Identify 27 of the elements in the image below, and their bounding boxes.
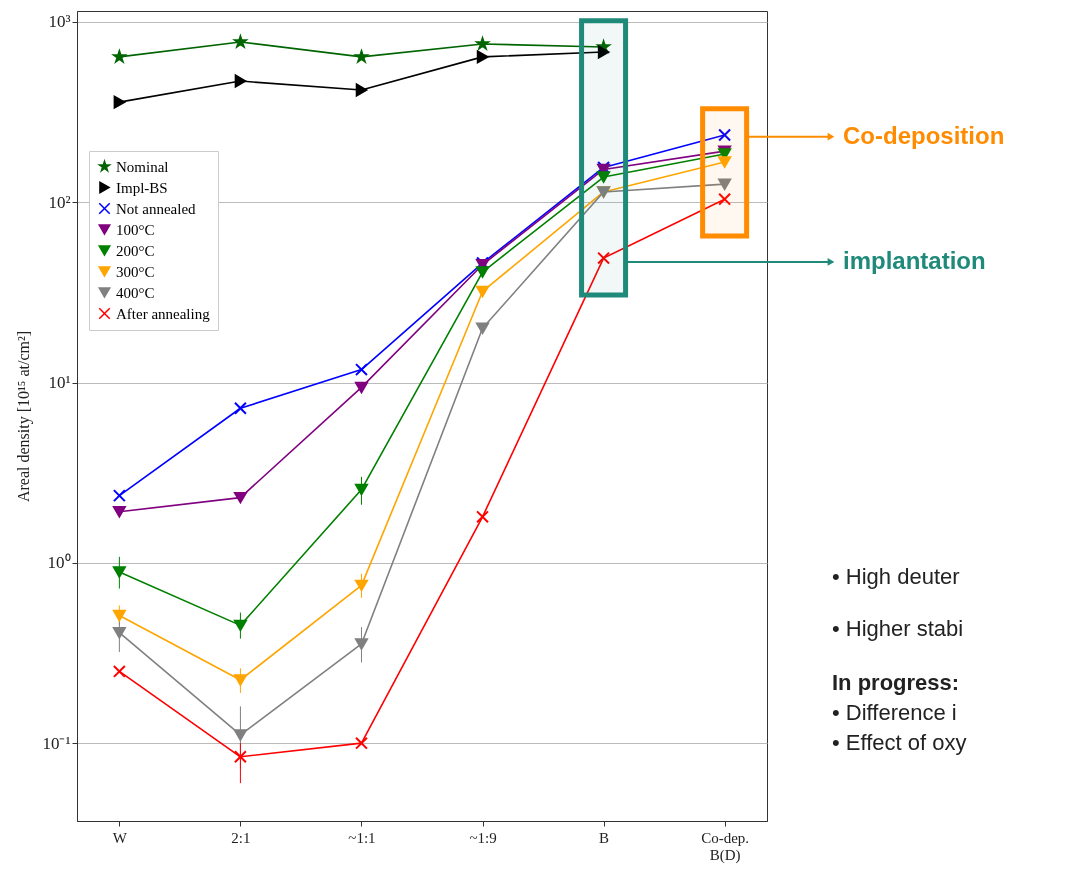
band-label: Co-deposition bbox=[843, 121, 1005, 149]
legend-label: Nominal bbox=[116, 158, 169, 175]
y-tick-label: 10⁰ bbox=[47, 553, 71, 573]
y-tick-label: 10⁻¹ bbox=[42, 733, 71, 753]
legend-label: 200°C bbox=[116, 242, 155, 259]
text: • Effect of oxy bbox=[832, 730, 967, 756]
legend-label: 100°C bbox=[116, 221, 155, 238]
x-tick-label: B bbox=[599, 829, 610, 846]
legend-label: 300°C bbox=[116, 263, 155, 280]
y-tick-label: 10¹ bbox=[48, 373, 71, 393]
text: • Difference i bbox=[832, 700, 958, 726]
y-tick-label: 10² bbox=[48, 192, 71, 212]
text: • High deuter bbox=[832, 564, 961, 590]
x-tick-label: ~1:9 bbox=[469, 829, 497, 846]
legend-label: 400°C bbox=[116, 284, 155, 301]
text: • Higher stabi bbox=[832, 616, 965, 642]
x-tick-label: ~1:1 bbox=[348, 829, 376, 846]
legend-label: Not annealed bbox=[116, 200, 197, 217]
legend-label: After annealing bbox=[116, 305, 211, 322]
x-tick-label: Co-dep. B(D) bbox=[701, 829, 750, 864]
y-tick-label: 10³ bbox=[48, 12, 71, 32]
x-tick-label: 2:1 bbox=[231, 829, 251, 846]
x-tick-label: W bbox=[112, 829, 128, 846]
text: In progress: bbox=[832, 670, 961, 696]
y-axis-title: Areal density [10¹⁵ at/cm²] bbox=[15, 330, 34, 503]
band-label: implantation bbox=[843, 247, 986, 274]
legend-label: Impl-BS bbox=[116, 179, 168, 196]
